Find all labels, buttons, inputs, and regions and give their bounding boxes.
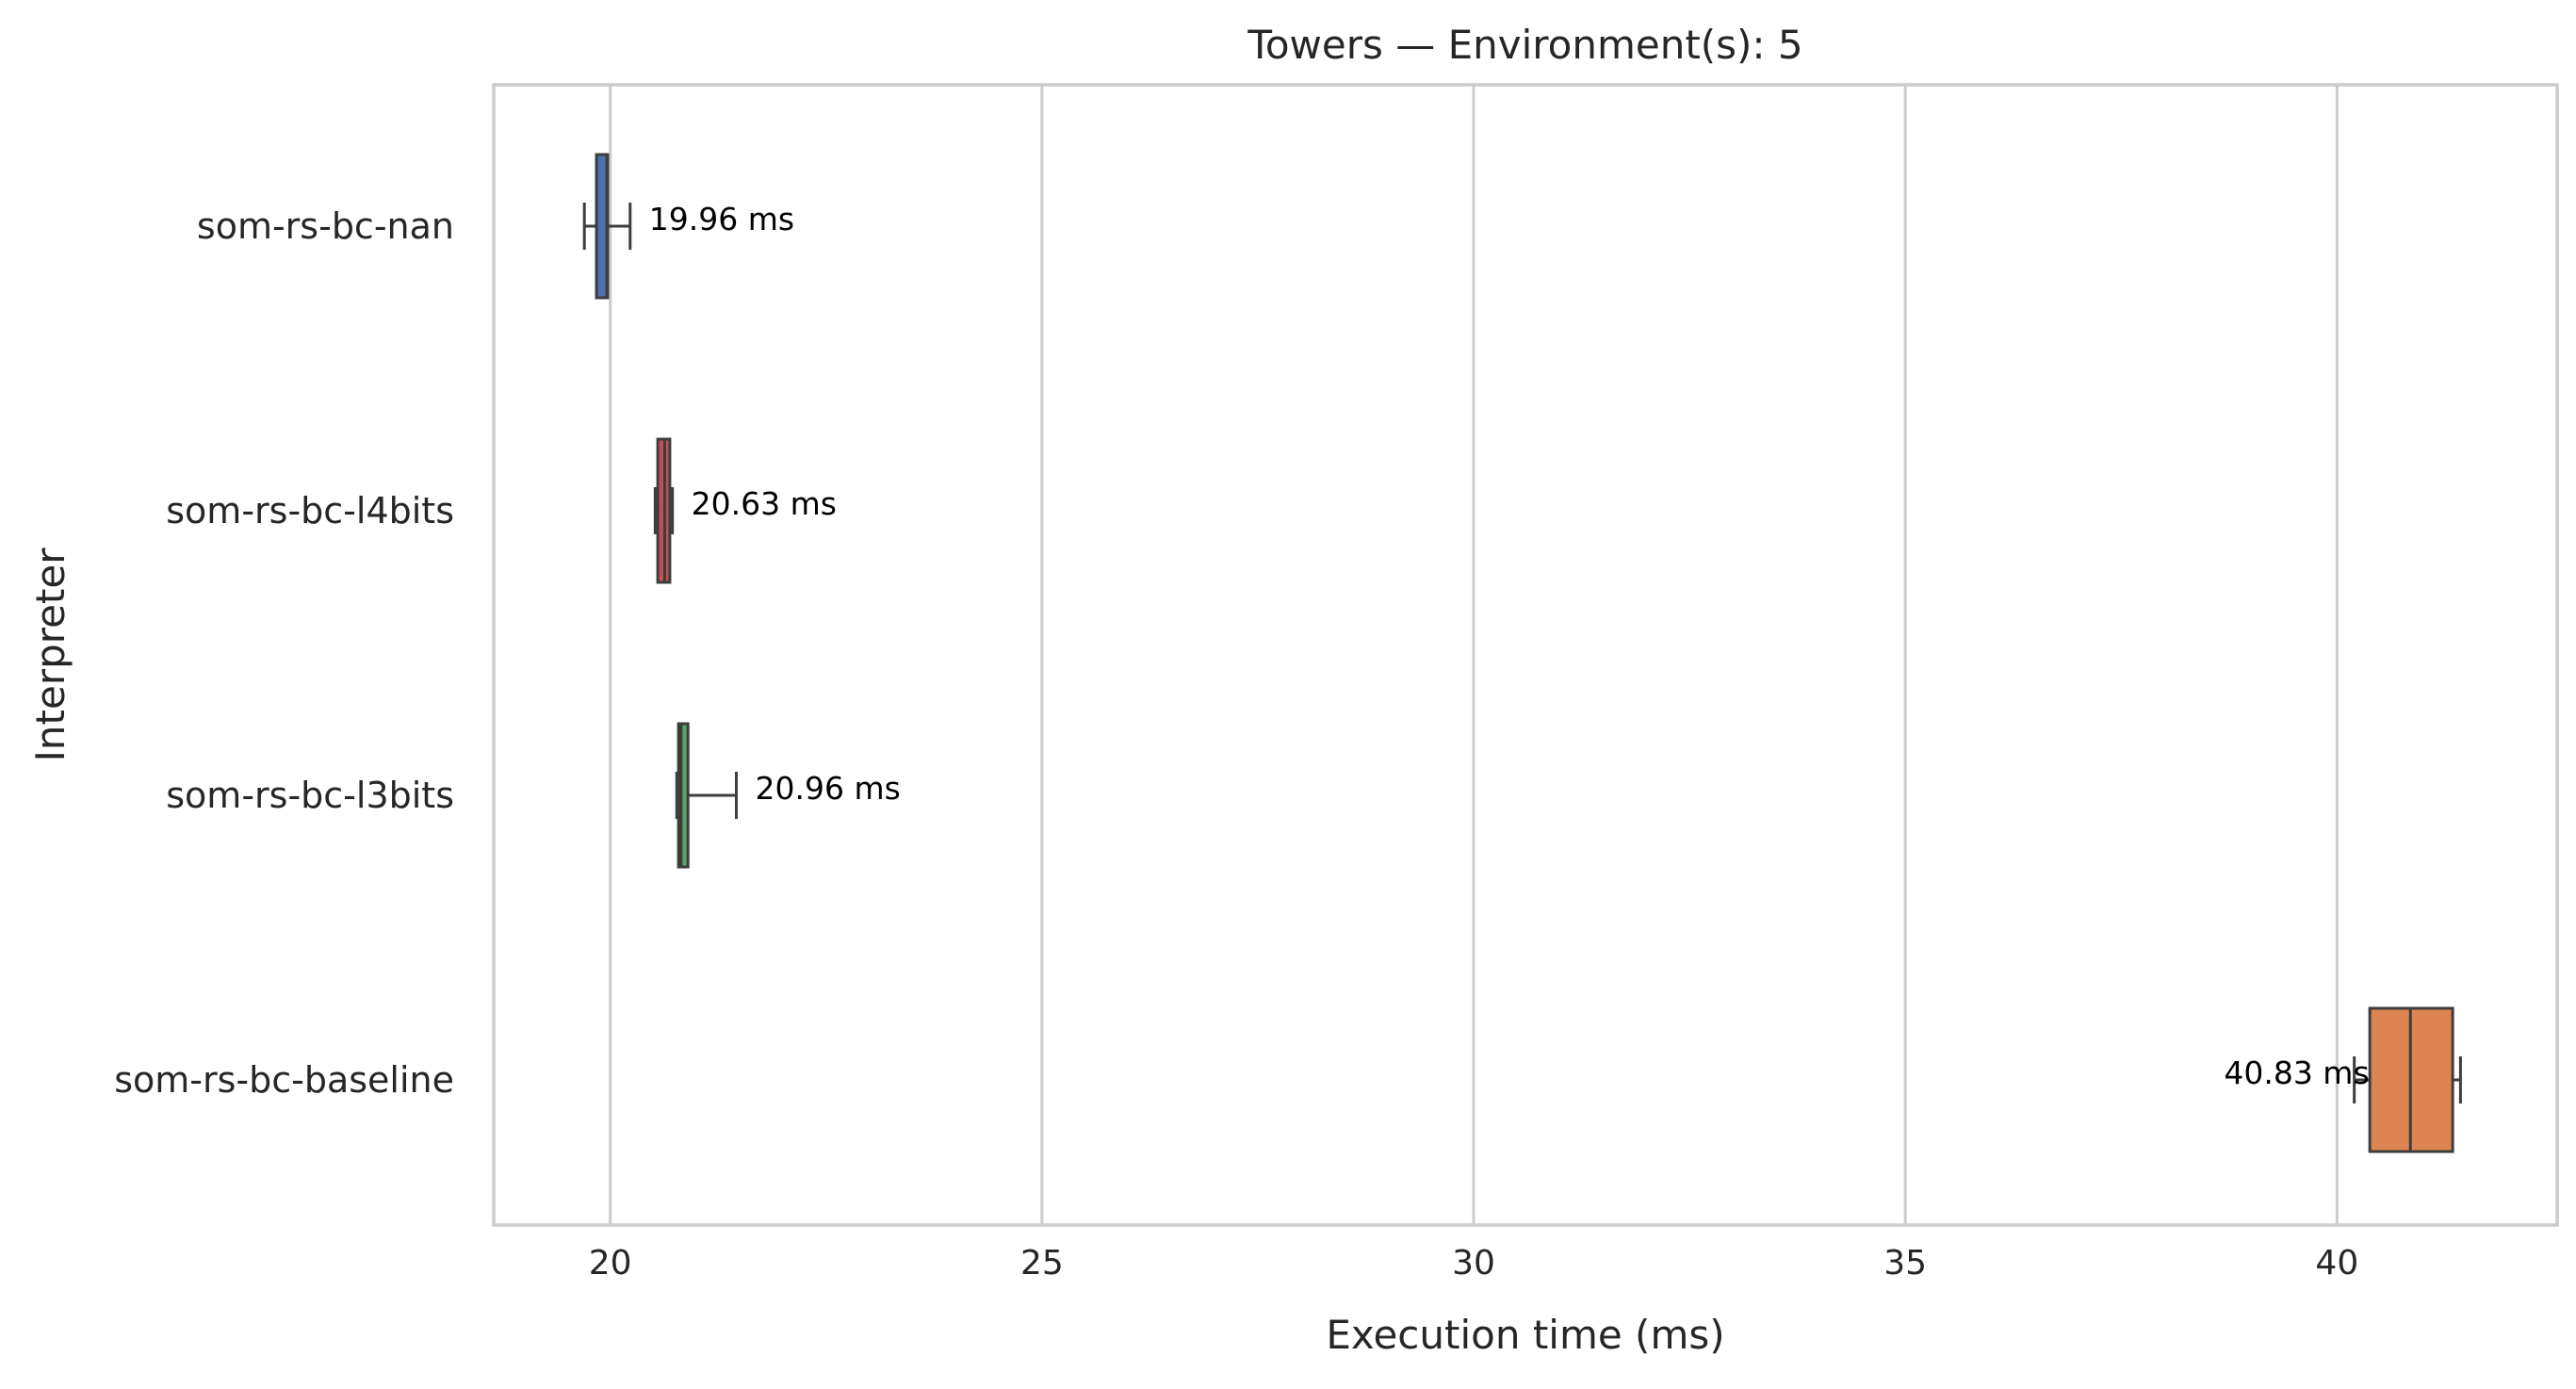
chart-title: Towers — Environment(s): 5	[1247, 22, 1802, 68]
iqr-box	[677, 722, 690, 869]
x-axis-label: Execution time (ms)	[1326, 1312, 1724, 1358]
x-tick-label: 40	[2315, 1244, 2358, 1283]
y-category-label: som-rs-bc-l4bits	[166, 490, 454, 531]
x-tick-label: 25	[1020, 1244, 1064, 1283]
x-tick-label: 20	[589, 1244, 632, 1283]
y-category-label: som-rs-bc-l3bits	[166, 775, 454, 816]
y-category-label: som-rs-bc-baseline	[114, 1059, 454, 1101]
box-plots: 19.96 ms 20.63 ms 20.96 ms 40.83 ms	[582, 153, 2462, 1153]
y-axis-label: Interpreter	[27, 547, 73, 762]
y-category-labels: som-rs-bc-nan som-rs-bc-l4bits som-rs-bc-l…	[114, 205, 454, 1101]
data-label: 40.83 ms	[2224, 1054, 2369, 1091]
box-plot-som-rs-bc-l3bits: 20.96 ms	[675, 722, 901, 869]
data-label: 19.96 ms	[649, 201, 794, 237]
box-plot-som-rs-bc-nan: 19.96 ms	[582, 153, 794, 300]
plot-frame	[492, 83, 2559, 1227]
y-category-label: som-rs-bc-nan	[197, 205, 454, 247]
x-tick-label: 30	[1452, 1244, 1495, 1283]
plot-background	[494, 85, 2557, 1225]
data-label: 20.63 ms	[692, 485, 837, 522]
box-plot-som-rs-bc-l4bits: 20.63 ms	[653, 437, 837, 584]
data-label: 20.96 ms	[755, 770, 900, 807]
box-plot-som-rs-bc-baseline: 40.83 ms	[2224, 1006, 2462, 1153]
grid-lines	[609, 85, 2339, 1225]
x-tick-label: 35	[1883, 1244, 1927, 1283]
x-tick-labels: 20 25 30 35 40	[589, 1244, 2358, 1283]
